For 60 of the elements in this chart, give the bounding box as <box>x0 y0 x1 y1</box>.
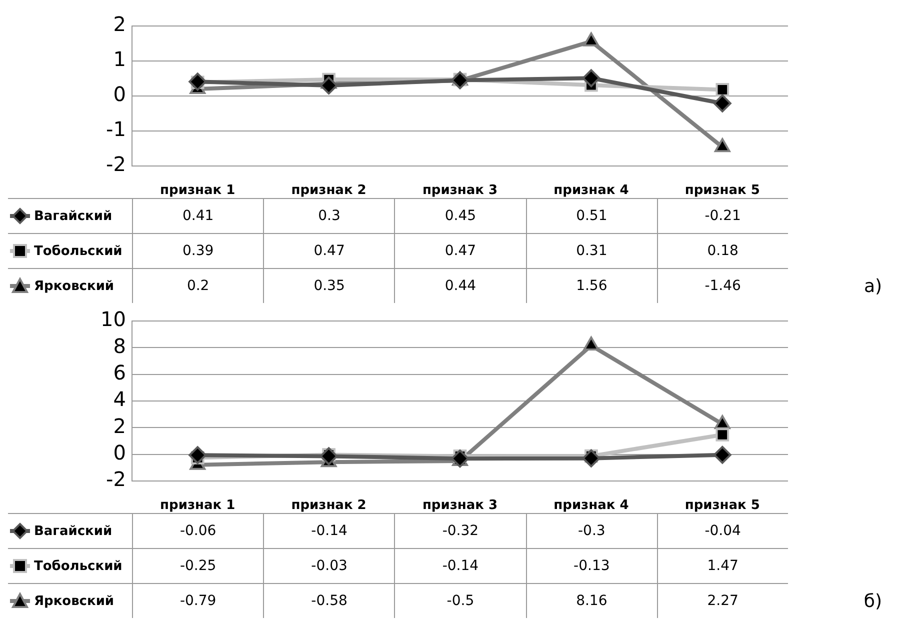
data-label: 0.47 <box>394 234 526 268</box>
y-tick-label: 2 <box>113 414 126 438</box>
data-label: -0.5 <box>394 584 526 618</box>
y-tick-label: 2 <box>113 12 126 36</box>
legend-label: Тобольский <box>34 558 122 574</box>
data-label: 0.45 <box>394 199 526 233</box>
y-tick-label: -2 <box>106 152 126 176</box>
data-label: -0.04 <box>656 514 788 548</box>
data-label: -0.14 <box>394 549 526 583</box>
y-tick-label: -1 <box>106 117 126 142</box>
data-label: 0.41 <box>132 199 264 233</box>
data-label: -0.25 <box>132 549 264 583</box>
data-label: 0.18 <box>656 234 788 268</box>
x-tick-label: признак 4 <box>554 498 629 514</box>
x-tick-label: признак 2 <box>291 183 366 198</box>
data-label: 0.35 <box>263 269 394 303</box>
x-tick-label: признак 5 <box>684 183 760 198</box>
data-label: 1.56 <box>526 269 657 303</box>
data-label: 0.3 <box>263 199 394 233</box>
data-label: -0.21 <box>656 199 788 233</box>
legend-label: Вагайский <box>34 524 112 538</box>
data-label: -0.58 <box>263 584 394 618</box>
data-label: -0.3 <box>526 514 657 548</box>
data-label: -0.14 <box>263 514 394 548</box>
x-tick-label: признак 1 <box>160 498 236 514</box>
text: а) <box>864 276 882 297</box>
legend-label: Вагайский <box>34 208 112 224</box>
data-label: 0.39 <box>132 234 264 268</box>
data-label: 0.31 <box>526 234 657 268</box>
y-tick-label: 0 <box>113 82 126 106</box>
data-label: -0.13 <box>526 549 657 583</box>
data-label: -1.46 <box>656 269 788 303</box>
x-tick-label: признак 3 <box>422 183 498 198</box>
data-label: 0.44 <box>394 269 526 303</box>
data-label: 0.2 <box>132 269 264 303</box>
data-label: -0.79 <box>132 584 264 618</box>
data-label: 8.16 <box>526 584 657 618</box>
y-tick-label: -2 <box>106 467 126 492</box>
data-label: 1.47 <box>656 549 788 583</box>
y-tick-label: 4 <box>113 387 126 412</box>
x-tick-label: признак 4 <box>554 183 629 198</box>
data-label: -0.06 <box>132 514 264 548</box>
y-tick-label: 8 <box>113 334 126 358</box>
y-tick-label: 1 <box>113 47 126 72</box>
y-tick-label: 6 <box>113 360 126 385</box>
x-tick-label: признак 2 <box>291 498 366 514</box>
y-tick-label: 10 <box>100 307 126 332</box>
x-tick-label: признак 3 <box>422 498 498 514</box>
legend-label: Ярковский <box>34 278 114 294</box>
x-tick-label: признак 5 <box>684 498 760 514</box>
data-label: 0.51 <box>526 199 657 233</box>
legend-label: Ярковский <box>34 594 114 608</box>
data-label: -0.03 <box>263 549 394 583</box>
legend-label: Тобольский <box>34 244 122 258</box>
data-label: 0.47 <box>263 234 394 268</box>
data-label: 2.27 <box>656 584 788 618</box>
text: б) <box>864 591 882 612</box>
x-tick-label: признак 1 <box>160 183 236 198</box>
data-label: -0.32 <box>394 514 526 548</box>
y-tick-label: 0 <box>113 440 126 465</box>
